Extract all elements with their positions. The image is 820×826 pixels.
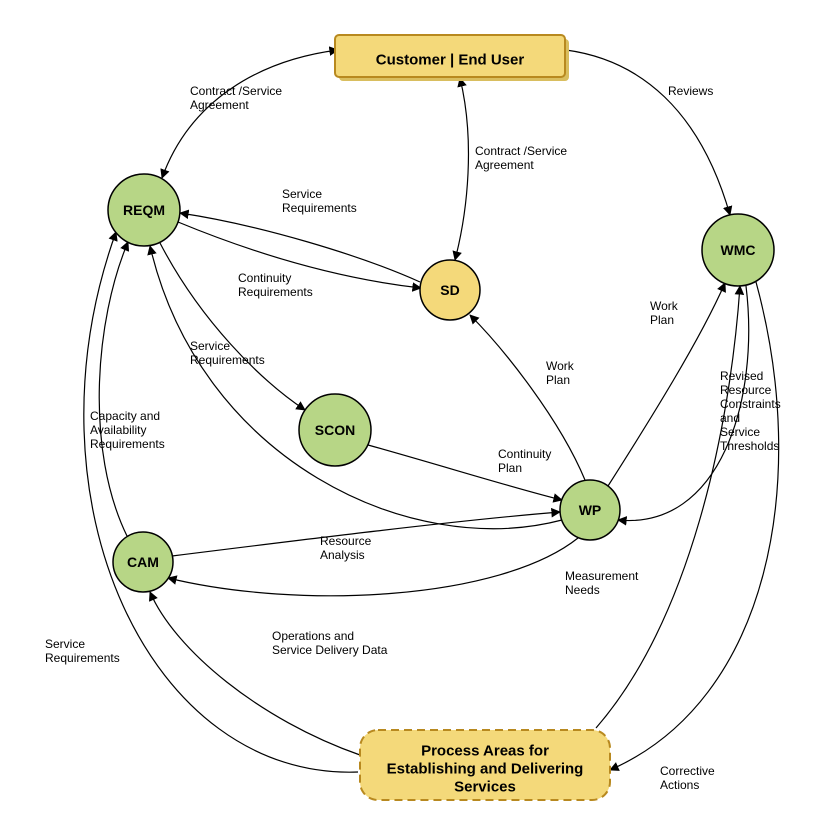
edge-process-cam [150,592,360,755]
edge-label-customer-wmc: Reviews [668,84,713,98]
edges-layer: Contract /ServiceAgreement Contract /Serv… [45,50,781,792]
edge-label-wmc-process: CorrectiveActions [660,764,715,792]
edge-cam-reqm [99,242,128,536]
edge-customer-reqm [162,50,338,178]
node-label-scon: SCON [315,422,355,438]
edge-label-reqm-scon: ServiceRequirements [190,339,265,367]
edge-reqm-scon [160,243,305,410]
edge-customer-sd [455,78,468,260]
edge-label-scon-wp: ContinuityPlan [498,447,551,475]
nodes-layer: Customer | End UserProcess Areas forEsta… [108,35,774,800]
edge-label-customer-sd: Contract /ServiceAgreement [475,144,567,172]
edge-wp-reqm [150,246,562,529]
edge-label-cam-wp: ResourceAnalysis [320,534,372,562]
node-label-customer: Customer | End User [376,51,525,68]
edge-label-customer-reqm: Contract /ServiceAgreement [190,84,282,112]
node-label-wmc: WMC [721,242,756,258]
edge-label-wp-wmc: WorkPlan [650,299,679,327]
node-label-sd: SD [440,282,459,298]
edge-customer-wmc [566,50,730,215]
edge-label-process-cam: Operations andService Delivery Data [272,629,388,657]
process-diagram: Contract /ServiceAgreement Contract /Serv… [0,0,820,826]
edge-reqm-sd [178,222,421,288]
node-label-reqm: REQM [123,202,165,218]
edge-label-wp-sd: WorkPlan [546,359,575,387]
edge-wp-cam [168,538,578,596]
edge-process-reqm [84,232,358,772]
edge-label-wp-cam: MeasurementNeeds [565,569,639,597]
edge-sd-reqm [180,213,420,282]
edge-wmc-process [610,282,779,770]
edge-label-reqm-sd: ContinuityRequirements [238,271,313,299]
node-label-wp: WP [579,502,602,518]
edge-label-cam-reqm: ServiceRequirements [45,637,120,665]
node-label-cam: CAM [127,554,159,570]
edge-label-sd-reqm: ServiceRequirements [282,187,357,215]
